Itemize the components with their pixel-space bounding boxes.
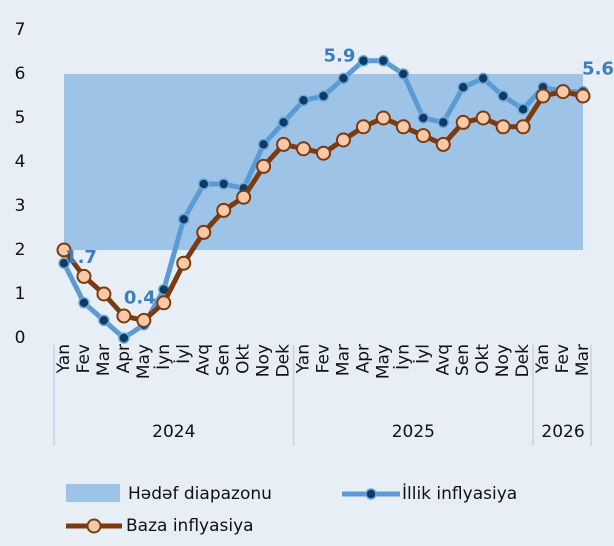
series-point bbox=[417, 112, 430, 124]
series-point bbox=[78, 297, 90, 309]
legend-marker bbox=[86, 518, 102, 534]
series-point bbox=[257, 138, 270, 151]
x-tick-label: Avq bbox=[194, 344, 214, 376]
series-point bbox=[236, 189, 252, 205]
series-point bbox=[397, 68, 410, 80]
x-tick-label: Fev bbox=[553, 344, 573, 373]
series-point bbox=[136, 312, 152, 328]
series-point bbox=[375, 110, 391, 126]
data-label: 1.7 bbox=[65, 247, 97, 268]
x-tick-label: Okt bbox=[473, 344, 493, 374]
y-tick-label: 4 bbox=[15, 152, 26, 172]
y-tick-label: 3 bbox=[15, 196, 26, 216]
series-point bbox=[457, 81, 469, 93]
series-point bbox=[276, 136, 292, 152]
x-tick-label: İyl bbox=[173, 344, 194, 364]
x-group-label: 2024 bbox=[152, 422, 195, 442]
x-tick-label: Mar bbox=[94, 344, 114, 376]
series-point bbox=[475, 110, 491, 126]
series-point bbox=[377, 55, 390, 67]
series-point bbox=[316, 145, 331, 161]
series-point bbox=[116, 308, 132, 324]
series-point bbox=[495, 119, 511, 135]
series-point bbox=[58, 257, 70, 269]
legend-marker bbox=[365, 488, 377, 500]
x-tick-label: May bbox=[373, 344, 393, 379]
series-point bbox=[535, 88, 551, 104]
x-tick-label: Sen bbox=[453, 344, 473, 376]
data-label: 0.4 bbox=[124, 287, 156, 308]
series-point bbox=[216, 202, 232, 218]
series-point bbox=[76, 268, 92, 284]
x-tick-label: Sen bbox=[214, 344, 234, 376]
x-tick-label: Yan bbox=[54, 344, 74, 374]
series-point bbox=[118, 332, 130, 344]
series-point bbox=[256, 158, 272, 174]
series-point bbox=[98, 314, 110, 327]
x-tick-label: Fev bbox=[74, 344, 94, 373]
y-tick-label: 1 bbox=[15, 284, 26, 304]
series-point bbox=[455, 114, 471, 130]
series-point bbox=[437, 116, 450, 129]
y-tick-label: 6 bbox=[15, 64, 26, 84]
x-tick-label: Apr bbox=[114, 344, 134, 373]
x-tick-label: Noy bbox=[493, 344, 513, 377]
x-tick-label: Mar bbox=[573, 344, 593, 376]
data-label: 5.6 bbox=[582, 59, 614, 80]
series-point bbox=[217, 178, 230, 190]
series-point bbox=[156, 295, 172, 311]
series-point bbox=[96, 286, 112, 302]
y-tick-label: 5 bbox=[15, 108, 26, 128]
y-tick-label: 2 bbox=[15, 240, 26, 260]
series-point bbox=[178, 213, 190, 225]
legend-label: Hədəf diapazonu bbox=[128, 484, 272, 504]
series-point bbox=[477, 72, 489, 85]
series-point bbox=[517, 103, 529, 115]
x-tick-label: İyn bbox=[392, 344, 413, 370]
target-band bbox=[64, 74, 583, 250]
data-label: 5.9 bbox=[324, 45, 356, 66]
legend-swatch bbox=[66, 484, 120, 502]
x-group-label: 2025 bbox=[392, 422, 435, 442]
x-tick-label: Mar bbox=[333, 344, 353, 376]
series-point bbox=[357, 55, 370, 67]
x-tick-label: Apr bbox=[353, 344, 373, 373]
series-point bbox=[435, 136, 451, 152]
series-point bbox=[515, 119, 531, 135]
x-tick-label: Dek bbox=[513, 344, 533, 378]
y-tick-label: 0 bbox=[15, 328, 26, 348]
series-point bbox=[317, 90, 330, 102]
x-tick-label: Avq bbox=[433, 344, 453, 376]
x-tick-label: Yan bbox=[294, 344, 314, 374]
series-point bbox=[415, 128, 431, 144]
series-point bbox=[56, 242, 72, 258]
x-tick-label: İyl bbox=[412, 344, 433, 364]
series-point bbox=[497, 90, 509, 102]
x-tick-label: Fev bbox=[314, 344, 334, 373]
series-point bbox=[176, 255, 192, 271]
series-point bbox=[555, 84, 571, 100]
x-tick-label: Okt bbox=[234, 344, 254, 374]
x-tick-label: İyn bbox=[153, 344, 174, 370]
x-tick-label: Noy bbox=[254, 344, 274, 377]
series-point bbox=[337, 72, 350, 85]
x-tick-label: May bbox=[134, 344, 154, 379]
series-point bbox=[296, 141, 312, 157]
series-point bbox=[575, 88, 591, 104]
x-tick-label: Yan bbox=[533, 344, 553, 374]
series-point bbox=[355, 119, 371, 135]
legend-label: İllik inflyasiya bbox=[402, 483, 517, 504]
series-point bbox=[297, 94, 310, 107]
series-point bbox=[197, 178, 210, 190]
x-group-label: 2026 bbox=[541, 422, 584, 442]
y-tick-label: 7 bbox=[15, 20, 26, 40]
series-point bbox=[277, 116, 290, 129]
series-point bbox=[196, 224, 212, 240]
x-tick-label: Dek bbox=[274, 344, 294, 378]
legend-label: Baza inflyasiya bbox=[126, 516, 254, 536]
series-point bbox=[335, 132, 351, 148]
series-point bbox=[395, 119, 411, 135]
